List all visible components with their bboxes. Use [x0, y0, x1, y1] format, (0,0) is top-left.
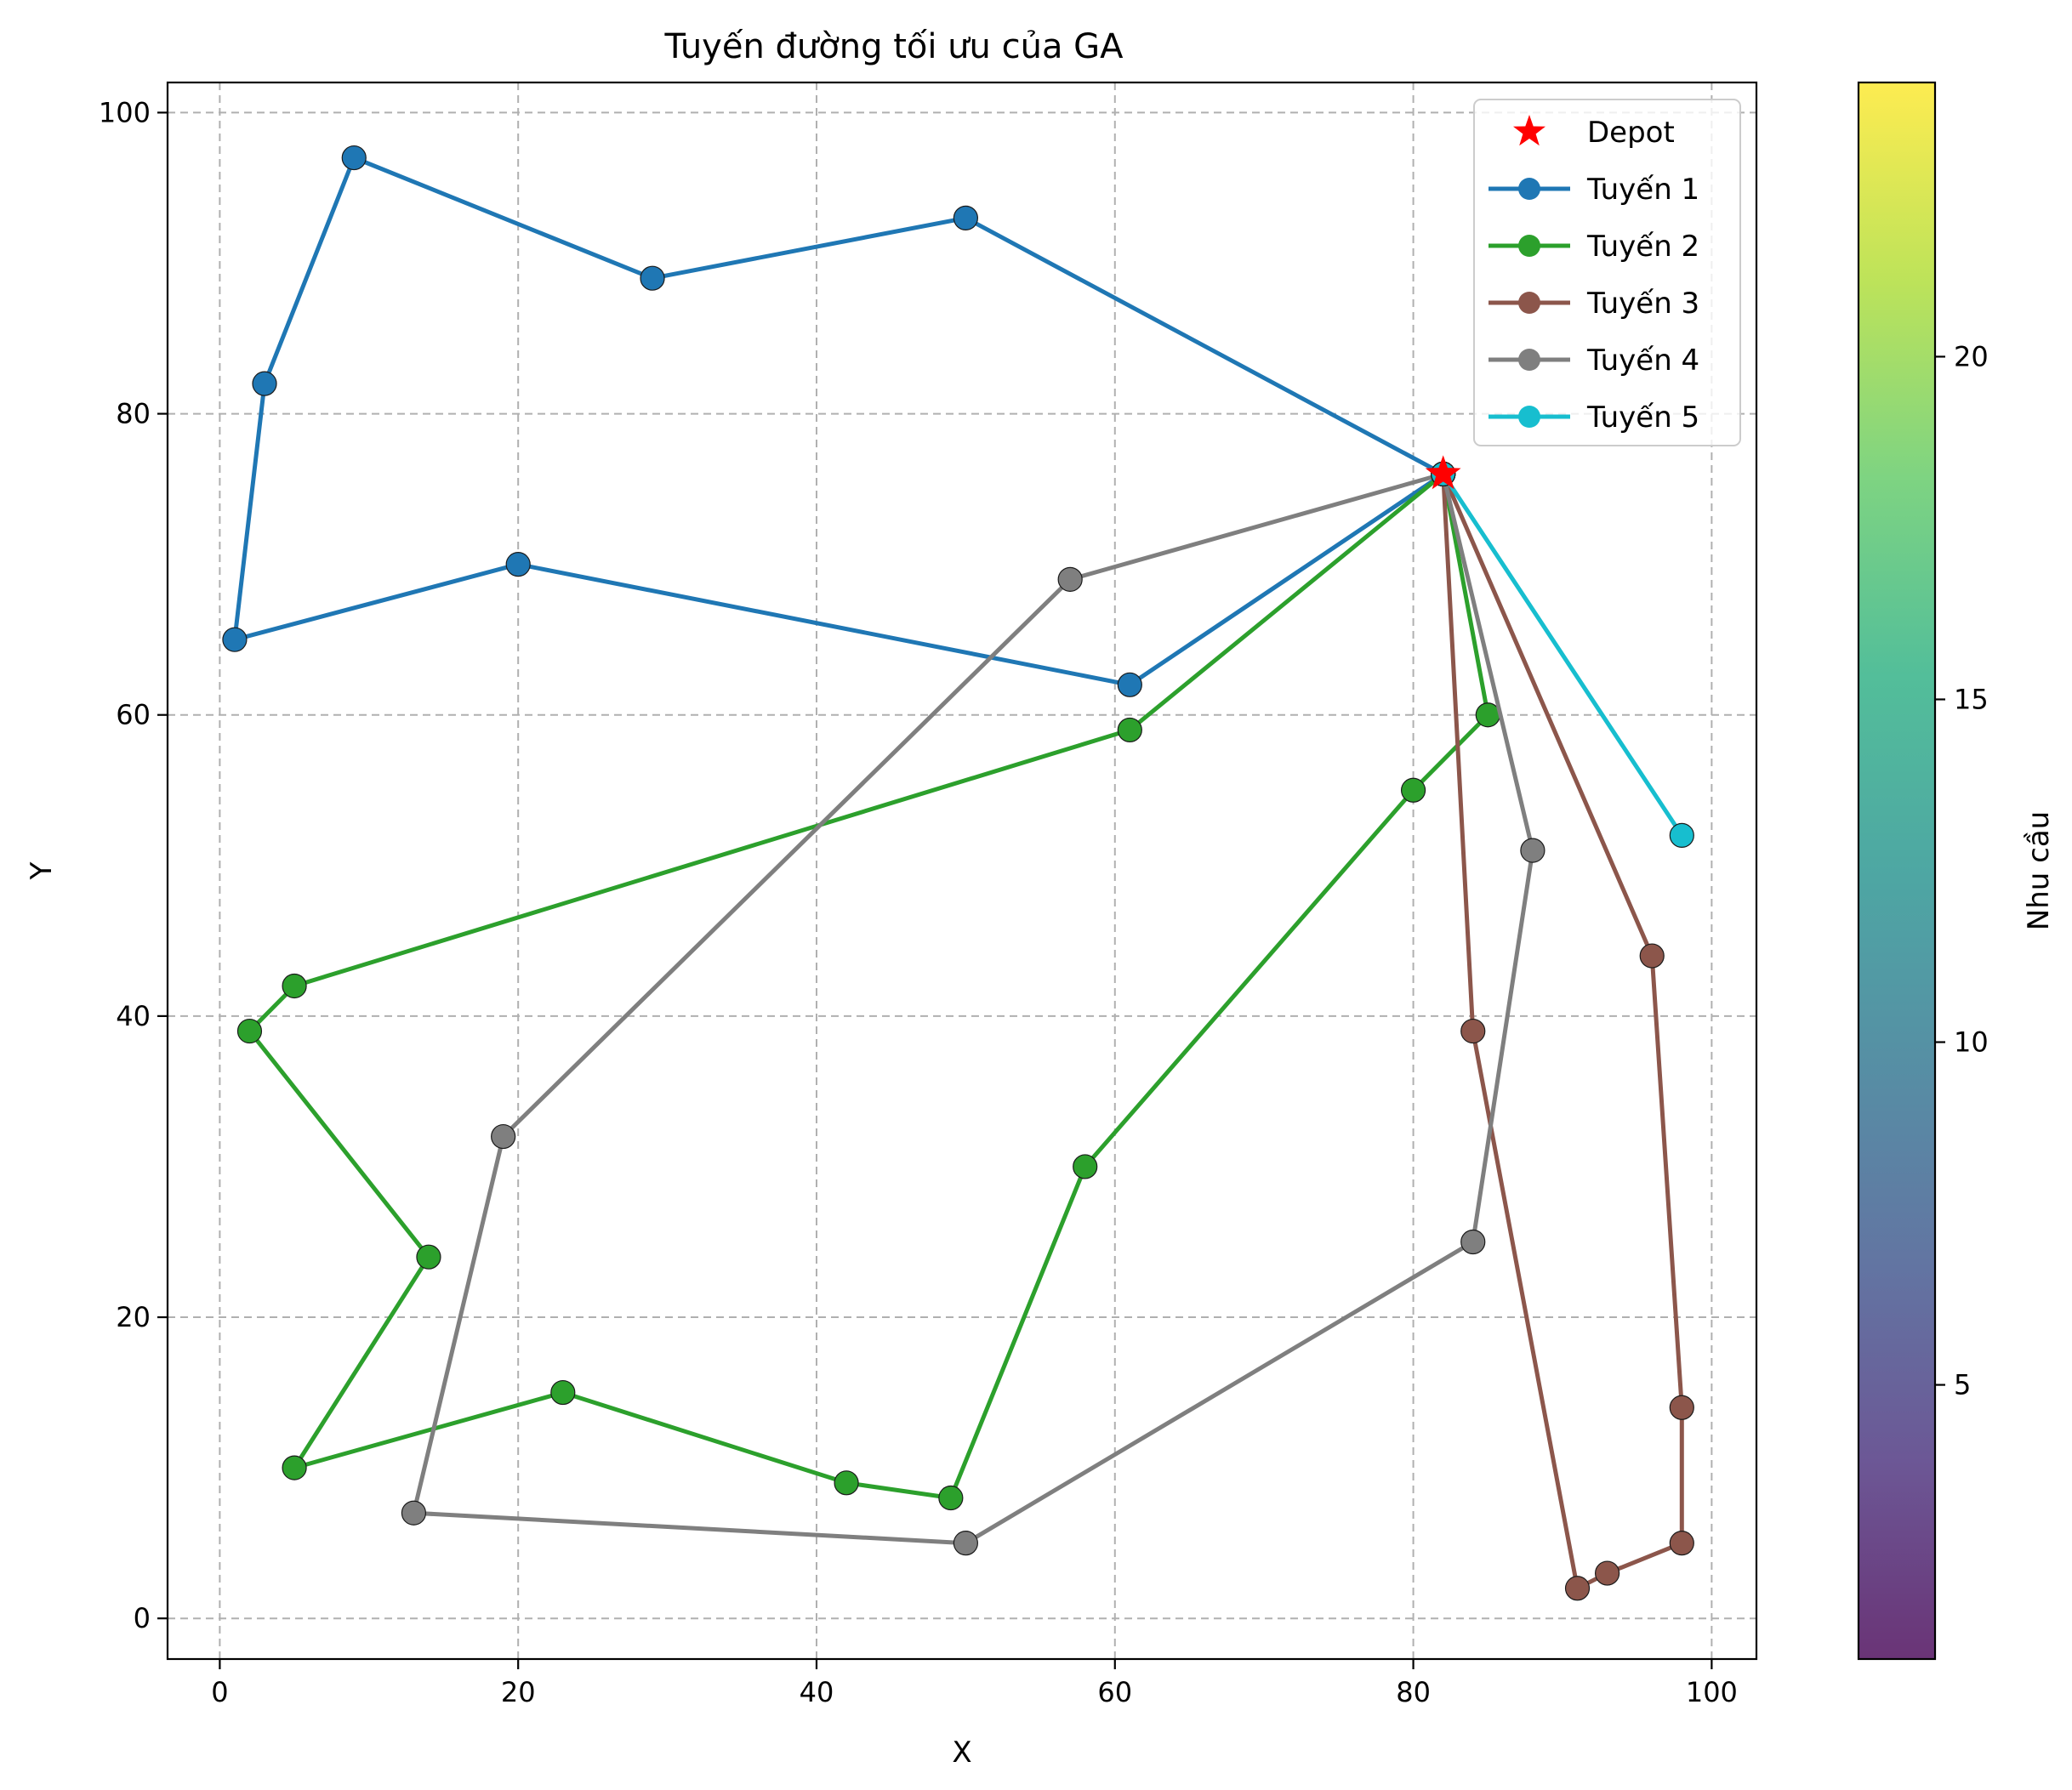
- colorbar-tick-label: 20: [1954, 340, 1989, 372]
- legend-item: Tuyến 2: [1489, 230, 1699, 264]
- legend-marker: [1518, 292, 1540, 314]
- plot-area: [222, 145, 1694, 1601]
- route-point: [282, 1455, 307, 1480]
- route-point: [1400, 777, 1426, 803]
- route-point: [491, 1123, 516, 1150]
- colorbar-label: Nhu cầu: [2022, 811, 2056, 930]
- series-route-5: [1431, 461, 1694, 848]
- grid: [168, 82, 1756, 1659]
- legend-item: Tuyến 4: [1489, 344, 1699, 378]
- x-tick-label: 60: [1097, 1676, 1132, 1708]
- route-point: [1564, 1576, 1591, 1601]
- route-point: [1669, 822, 1694, 848]
- legend-marker: [1518, 178, 1540, 200]
- legend-box: [1473, 99, 1741, 446]
- route-point: [1639, 943, 1665, 969]
- y-tick-label: 80: [116, 398, 151, 430]
- colorbar-tick-label: 5: [1954, 1369, 1971, 1401]
- axis-ticks: 0 20 40 60 80 100 0 20 40 60 80 100: [99, 96, 1738, 1708]
- colorbar: 5 10 15 20 Nhu cầu: [1857, 81, 2056, 1661]
- route-point: [1117, 672, 1142, 697]
- x-tick-label: 40: [800, 1676, 834, 1708]
- x-tick-label: 20: [501, 1676, 536, 1708]
- legend-item: Tuyến 3: [1489, 287, 1699, 321]
- plot-frame: [166, 81, 1758, 1661]
- route-point: [1475, 702, 1500, 728]
- route-point: [1057, 566, 1083, 592]
- route-point: [1520, 838, 1545, 863]
- colorbar-tick-label: 15: [1954, 683, 1989, 715]
- legend-depot-icon: [1513, 115, 1545, 146]
- route-line: [232, 156, 1445, 687]
- route-point: [550, 1379, 576, 1406]
- x-tick-label: 100: [1686, 1676, 1738, 1708]
- route-point: [834, 1470, 859, 1496]
- route-point: [1669, 1395, 1694, 1420]
- legend-marker: [1518, 235, 1540, 257]
- colorbar-tick-label: 10: [1954, 1026, 1989, 1059]
- legend-label: Tuyến 4: [1586, 344, 1699, 378]
- legend-label: Tuyến 5: [1586, 401, 1699, 435]
- series-route-2: [236, 461, 1500, 1511]
- route-point: [236, 1018, 263, 1044]
- legend-label: Depot: [1587, 116, 1675, 150]
- depot-layer: [1425, 455, 1461, 490]
- route-point: [1669, 1531, 1694, 1556]
- route-point: [252, 371, 277, 396]
- legend-marker: [1518, 349, 1540, 371]
- y-tick-label: 20: [116, 1301, 151, 1333]
- route-point: [401, 1500, 427, 1526]
- legend-marker: [1518, 406, 1540, 428]
- route-point: [222, 627, 248, 652]
- route-point: [640, 265, 665, 291]
- legend-item: Depot: [1513, 115, 1675, 150]
- route-point: [282, 973, 307, 999]
- legend: Depot Tuyến 1 Tuyến 2 Tuyến 3 Tuyến 4 Tuyến 5: [1473, 99, 1741, 446]
- route-point: [953, 205, 978, 230]
- y-axis-label: Y: [25, 861, 59, 880]
- colorbar-frame: [1857, 81, 1937, 1661]
- colorbar-gradient: [1859, 82, 1935, 1659]
- route-point: [953, 1531, 978, 1556]
- x-tick-label: 0: [211, 1676, 228, 1708]
- route-line: [411, 471, 1535, 1546]
- y-tick-label: 100: [99, 96, 151, 128]
- route-point: [1595, 1560, 1620, 1586]
- route-line: [1441, 473, 1684, 838]
- chart-title: Tuyến đường tối ưu của GA: [663, 27, 1124, 66]
- route-point: [416, 1244, 441, 1270]
- route-point: [1117, 717, 1142, 743]
- route-point: [505, 552, 531, 577]
- y-tick-label: 60: [116, 699, 151, 731]
- legend-item: Tuyến 5: [1489, 401, 1699, 435]
- x-axis-label: X: [952, 1736, 971, 1770]
- depot-marker: [1425, 455, 1461, 490]
- route-point: [1073, 1154, 1098, 1179]
- y-tick-label: 0: [134, 1602, 151, 1634]
- y-tick-label: 40: [116, 1000, 151, 1032]
- legend-item: Tuyến 1: [1489, 173, 1699, 207]
- x-tick-label: 80: [1396, 1676, 1431, 1708]
- legend-label: Tuyến 2: [1586, 230, 1699, 264]
- route-point: [1460, 1018, 1486, 1044]
- route-point: [1460, 1229, 1486, 1255]
- legend-label: Tuyến 3: [1586, 287, 1699, 321]
- legend-label: Tuyến 1: [1586, 173, 1699, 207]
- route-point: [341, 145, 367, 171]
- route-point: [938, 1485, 964, 1511]
